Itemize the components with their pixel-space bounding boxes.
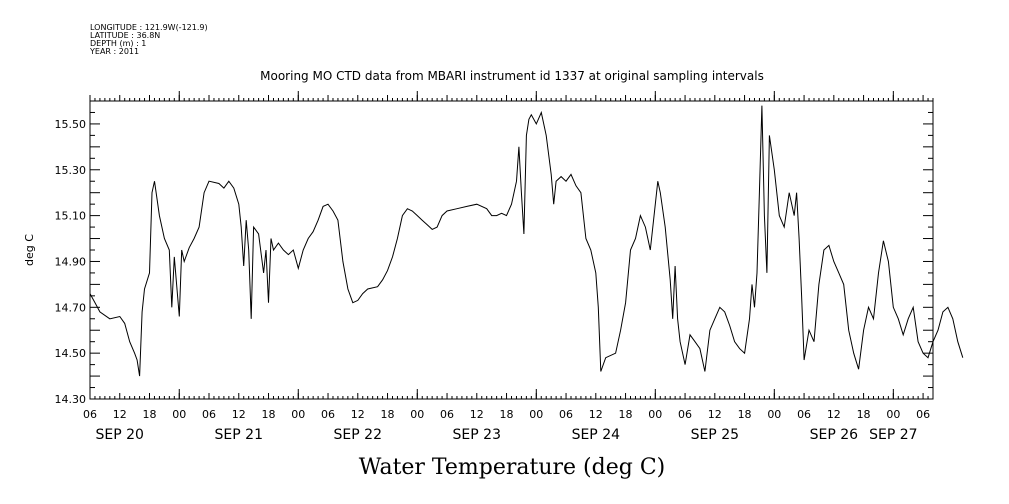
y-tick-label: 14.50: [55, 347, 87, 360]
x-tick-label: 06: [916, 408, 930, 421]
x-tick-label: 00: [529, 408, 543, 421]
x-tick-label: 18: [500, 408, 514, 421]
x-tick-label: 06: [202, 408, 216, 421]
plot-frame: [89, 100, 934, 400]
x-tick-label: 12: [708, 408, 722, 421]
y-tick-label: 15.10: [55, 210, 87, 223]
meta-longitude: LONGITUDE : 121.9W(-121.9): [90, 23, 208, 32]
date-label: SEP 26: [810, 427, 859, 443]
x-tick-label: 06: [321, 408, 335, 421]
meta-year: YEAR : 2011: [90, 47, 140, 56]
date-label: SEP 25: [691, 427, 739, 443]
x-tick-label: 12: [113, 408, 127, 421]
y-axis-label: deg C: [23, 234, 36, 266]
x-tick-label: 12: [827, 408, 841, 421]
meta-depth: DEPTH (m) : 1: [90, 39, 147, 48]
x-tick-label: 06: [559, 408, 573, 421]
x-tick-label: 00: [767, 408, 781, 421]
x-tick-label: 00: [172, 408, 186, 421]
date-label: SEP 23: [453, 427, 501, 443]
x-tick-label: 12: [351, 408, 365, 421]
date-label: SEP 24: [572, 427, 621, 443]
x-tick-label: 00: [291, 408, 305, 421]
date-label: SEP 27: [869, 427, 917, 443]
y-tick-label: 15.50: [55, 118, 87, 131]
x-tick-label: 18: [262, 408, 276, 421]
date-label: SEP 22: [334, 427, 382, 443]
x-tick-label: 00: [648, 408, 662, 421]
x-tick-label: 18: [143, 408, 157, 421]
y-tick-label: 14.70: [55, 301, 87, 314]
y-tick-label: 14.30: [55, 393, 87, 406]
x-axis-label: Water Temperature (deg C): [359, 455, 666, 480]
x-tick-label: 12: [589, 408, 603, 421]
y-tick-label: 14.90: [55, 255, 87, 268]
meta-latitude: LATITUDE : 36.8N: [90, 31, 161, 40]
axes: 06 12 18 00 06 12 18 00 06 12 18 00 06 12 18 00 06 12 18 00…: [55, 91, 934, 443]
x-tick-label: 06: [83, 408, 97, 421]
date-label: SEP 20: [96, 427, 144, 443]
chart-title: Mooring MO CTD data from MBARI instrumen…: [260, 69, 764, 83]
x-tick-label: 06: [678, 408, 692, 421]
date-label: SEP 21: [215, 427, 263, 443]
x-tick-label: 00: [886, 408, 900, 421]
x-tick-label: 06: [440, 408, 454, 421]
x-tick-label: 12: [470, 408, 484, 421]
x-tick-label: 00: [410, 408, 424, 421]
x-tick-label: 18: [381, 408, 395, 421]
x-tick-label: 18: [738, 408, 752, 421]
x-tick-label: 18: [619, 408, 633, 421]
series-group: [89, 105, 964, 377]
x-tick-label: 12: [232, 408, 246, 421]
x-tick-label: 06: [797, 408, 811, 421]
y-tick-label: 15.30: [55, 164, 87, 177]
series-line: [89, 105, 964, 377]
x-tick-label: 18: [857, 408, 871, 421]
